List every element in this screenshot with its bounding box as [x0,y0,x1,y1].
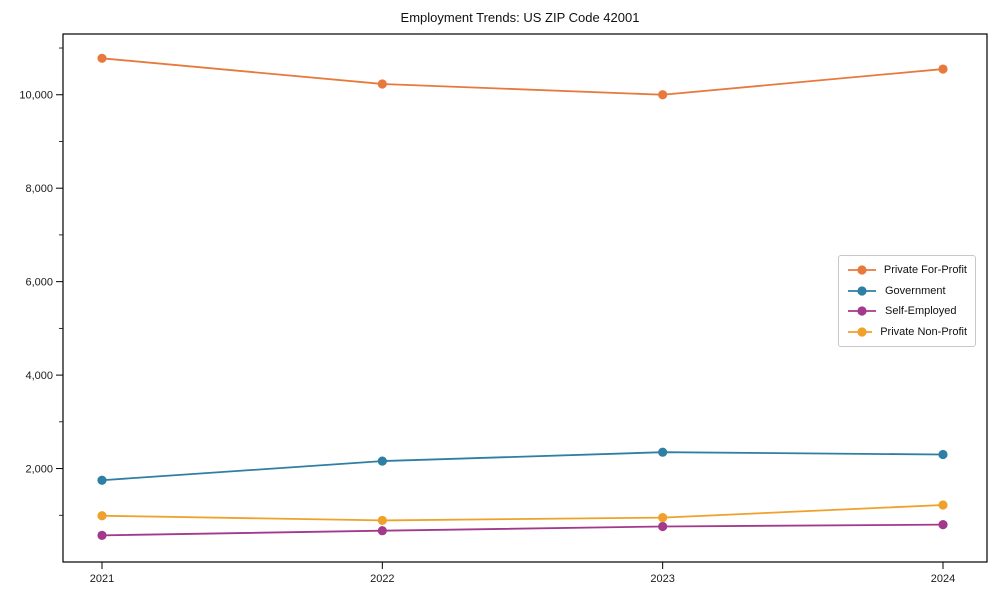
legend: Private For-Profit Government Self-Employe… [838,255,976,347]
legend-item: Private For-Profit [847,260,967,280]
legend-marker-icon [857,327,867,337]
legend-label: Self-Employed [885,305,957,318]
legend-marker-icon [857,286,867,296]
legend-label: Private For-Profit [883,264,967,277]
data-point [938,500,948,510]
series-line-private-for-profit [101,57,944,96]
data-point [97,475,107,485]
y-axis-tick-label: 8,000 [25,183,53,195]
legend-line-sample [848,306,876,316]
data-point [658,521,668,532]
legend-marker-icon [857,306,867,316]
series-line-government [101,451,944,482]
data-point [377,526,387,536]
series-line-self-employed [101,523,944,537]
data-point [658,513,668,523]
data-point [377,79,387,89]
chart-title: Employment Trends: US ZIP Code 42001 [400,10,640,25]
plot-frame [62,33,988,563]
x-axis-tick-label: 2024 [931,573,955,585]
y-axis-tick-label: 6,000 [25,277,53,289]
x-axis-tick-label: 2022 [370,573,394,585]
x-axis-tick-label: 2023 [650,573,674,585]
y-axis-tick-label: 4,000 [25,370,53,382]
legend-item: Private Non-Profit [847,322,967,342]
data-point [97,53,107,63]
data-point [938,64,948,74]
data-point [377,515,387,526]
data-point [97,530,107,540]
data-point [97,511,107,521]
y-axis-tick-label: 2,000 [25,464,53,476]
data-point [938,520,948,530]
legend-item: Government [847,281,967,301]
series-line-private-non-profit [101,504,944,522]
legend-line-sample [848,286,876,296]
x-axis-tick-label: 2021 [90,573,114,585]
y-axis-tick-label: 10,000 [19,90,53,102]
legend-item: Self-Employed [847,301,967,321]
legend-marker-icon [857,265,867,275]
legend-line-sample [848,265,876,275]
legend-label: Private Non-Profit [880,325,967,338]
data-point [658,90,668,100]
data-point [658,447,668,457]
legend-line-sample [848,327,873,337]
data-point [377,456,387,466]
legend-label: Government [885,284,946,297]
data-point [938,449,948,460]
